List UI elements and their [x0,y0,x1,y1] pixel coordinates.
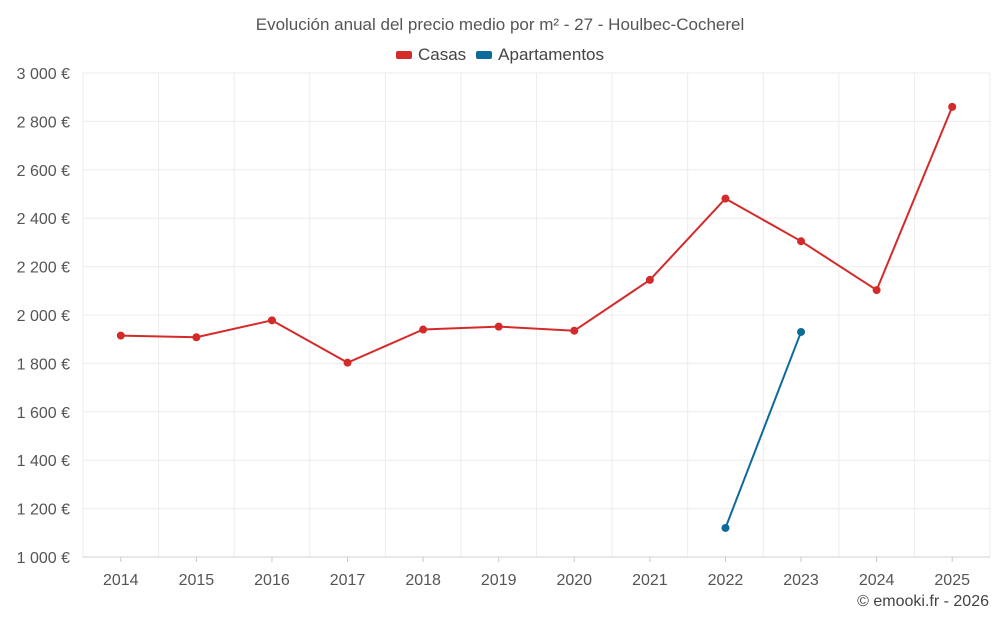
credit-text: © emooki.fr - 2026 [857,593,989,610]
data-point-casas-2020 [570,326,579,335]
x-tick-label: 2025 [934,572,970,589]
data-point-casas-2024 [872,286,881,295]
series-line-apartamentos [724,331,802,529]
data-point-casas-2021 [645,275,654,284]
data-point-apartamentos-2023 [797,327,806,336]
y-tick-label: 1 000 € [17,550,70,567]
data-point-casas-2022 [721,194,730,203]
legend-item-casas[interactable]: Casas [395,45,467,65]
y-tick-label: 1 200 € [17,502,70,519]
x-tick-label: 2015 [179,572,215,589]
x-tick-label: 2016 [254,572,290,589]
data-point-casas-2017 [343,358,352,367]
data-point-casas-2016 [267,316,276,325]
data-point-casas-2023 [797,237,806,246]
y-tick-label: 1 400 € [17,453,70,470]
y-tick-label: 1 600 € [17,405,70,422]
y-tick-label: 3 000 € [17,66,70,83]
x-tick-label: 2018 [405,572,441,589]
y-tick-label: 2 000 € [17,308,70,325]
data-point-casas-2019 [494,322,503,331]
x-tick-label: 2023 [783,572,819,589]
y-tick-label: 2 200 € [17,260,70,277]
legend-swatch-casas [395,51,412,59]
x-tick-label: 2014 [103,572,139,589]
x-tick-label: 2024 [859,572,895,589]
x-tick-label: 2021 [632,572,668,589]
x-tick-label: 2020 [556,572,592,589]
y-tick-label: 2 800 € [17,114,70,131]
legend-swatch-apartamentos [476,51,493,59]
data-point-apartamentos-2022 [721,523,730,532]
legend: Casas Apartamentos [0,45,1000,65]
x-tick-label: 2017 [330,572,366,589]
x-tick-label: 2022 [708,572,744,589]
y-tick-label: 2 400 € [17,211,70,228]
x-tick-label: 2019 [481,572,517,589]
y-tick-label: 2 600 € [17,163,70,180]
legend-label-apartamentos: Apartamentos [498,45,605,64]
legend-item-apartamentos[interactable]: Apartamentos [476,45,604,65]
data-point-casas-2025 [948,102,957,111]
data-point-casas-2014 [116,331,125,340]
chart-title: Evolución anual del precio medio por m² … [255,15,745,34]
data-point-casas-2018 [419,325,428,334]
series-line-casas [120,106,954,364]
data-point-casas-2015 [192,333,201,342]
y-tick-label: 1 800 € [17,356,70,373]
legend-label-casas: Casas [417,45,467,64]
